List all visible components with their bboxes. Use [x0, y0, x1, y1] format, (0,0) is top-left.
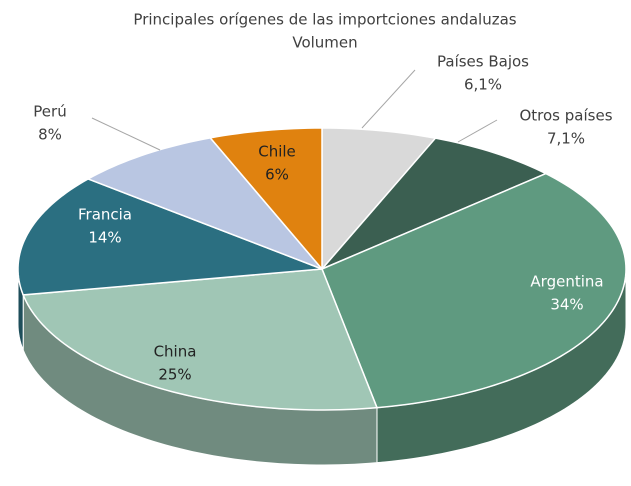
chart-title: Principales orígenes de las importciones…	[133, 11, 516, 29]
slice-value-label: 34%	[550, 296, 583, 314]
slice-value-label: 7,1%	[547, 130, 585, 148]
pie-slice	[22, 268, 379, 411]
pie-slice	[86, 137, 323, 270]
slice-label: Francia	[78, 206, 132, 224]
chart-subtitle: Volumen	[292, 34, 357, 52]
slice-value-label: 25%	[158, 366, 191, 384]
slice-label: China	[154, 343, 197, 361]
pie-slice	[321, 172, 627, 409]
slice-label: Países Bajos	[437, 53, 529, 71]
slice-value-label: 6%	[265, 166, 289, 184]
pie-slice	[321, 137, 548, 270]
slice-value-label: 14%	[88, 229, 121, 247]
leader-line	[361, 69, 416, 129]
slice-label: Chile	[258, 143, 296, 161]
pie-slice	[17, 178, 323, 296]
leader-line	[457, 119, 498, 143]
slice-label: Otros países	[519, 107, 612, 125]
leader-line	[91, 117, 161, 151]
slice-label: Argentina	[530, 273, 603, 291]
slice-label: Perú	[33, 103, 66, 121]
slice-value-label: 6,1%	[464, 76, 502, 94]
pie-slice	[321, 127, 437, 272]
pie-slice	[208, 127, 323, 272]
slice-value-label: 8%	[38, 126, 62, 144]
